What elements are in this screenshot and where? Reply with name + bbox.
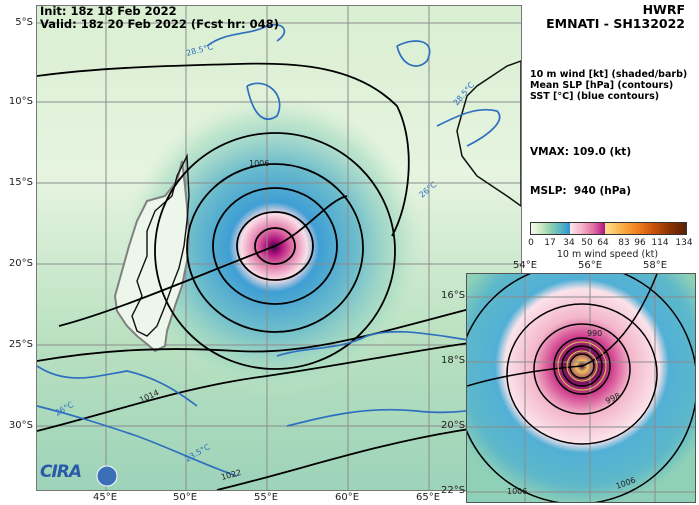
lon-label: 55°E — [253, 492, 279, 503]
colorbar-tick: 83 — [618, 238, 630, 248]
colorbar-tick: 64 — [597, 238, 609, 248]
lon-label: 60°E — [334, 492, 360, 503]
colorbar-tick: 0 — [528, 238, 534, 248]
valid-time: Valid: 18z 20 Feb 2022 (Fcst hr: 048) — [40, 17, 279, 31]
lat-label: 20°S — [8, 258, 33, 269]
inset-lon-label: 56°E — [578, 260, 603, 271]
wind-colorbar — [530, 222, 687, 235]
forecast-info: Init: 18z 18 Feb 2022 Valid: 18z 20 Feb … — [40, 5, 279, 31]
cira-logo: CIRA — [40, 462, 82, 482]
colorbar-tick: 50 — [581, 238, 593, 248]
init-time: Init: 18z 18 Feb 2022 — [40, 4, 177, 18]
inset-map-graphic: 990 998 1006 1006 — [467, 274, 695, 502]
lat-label: 15°S — [8, 177, 33, 188]
legend-slp: Mean SLP [hPa] (contours) — [530, 80, 674, 91]
field-legend: 10 m wind [kt] (shaded/barb) Mean SLP [h… — [530, 69, 687, 102]
colorbar-tick: 134 — [675, 238, 693, 248]
slp-contours — [37, 62, 521, 490]
lat-label: 30°S — [8, 420, 33, 431]
main-map: 1006 1014 1022 28.5°C 28.5°C 26°C 26°C 2… — [36, 5, 522, 491]
lat-label: 10°S — [8, 96, 33, 107]
inset-map: 990 998 1006 1006 — [466, 273, 696, 503]
inset-lat-label: 18°S — [441, 355, 466, 366]
cira-globe-icon — [96, 465, 118, 487]
vmax-value: VMAX: 109.0 (kt) — [530, 146, 632, 158]
colorbar-label: 10 m wind speed (kt) — [556, 249, 659, 260]
main-map-graphic: 1006 1014 1022 28.5°C 28.5°C 26°C 26°C 2… — [37, 6, 521, 490]
lon-label: 45°E — [92, 492, 118, 503]
inset-lat-label: 20°S — [441, 420, 466, 431]
legend-wind: 10 m wind [kt] (shaded/barb) — [530, 69, 688, 80]
colorbar-tick: 114 — [651, 238, 669, 248]
model-name: HWRF — [642, 2, 685, 17]
model-header: HWRF EMNATI - SH132022 — [546, 3, 685, 31]
mslp-value: MSLP: 940 (hPa) — [530, 185, 632, 197]
storm-stats: VMAX: 109.0 (kt) MSLP: 940 (hPa) — [530, 120, 631, 211]
inset-lon-label: 58°E — [643, 260, 668, 271]
lon-label: 65°E — [415, 492, 441, 503]
colorbar-tick: 34 — [563, 238, 575, 248]
legend-sst: SST [°C] (blue contours) — [530, 91, 660, 102]
inset-slp-label: 990 — [587, 329, 602, 338]
lat-label: 25°S — [8, 339, 33, 350]
inset-lat-label: 22°S — [441, 485, 466, 496]
colorbar-tick: 17 — [544, 238, 556, 248]
lon-label: 50°E — [172, 492, 198, 503]
madagascar-coast — [113, 160, 191, 353]
inset-lon-label: 54°E — [513, 260, 538, 271]
lat-label: 5°S — [15, 17, 33, 28]
inset-lat-label: 16°S — [441, 290, 466, 301]
grid-lines — [37, 6, 521, 490]
inset-slp-label: 1006 — [507, 487, 527, 496]
colorbar-tick: 96 — [634, 238, 646, 248]
storm-name: EMNATI - SH132022 — [546, 16, 685, 31]
slp-label: 1006 — [249, 159, 269, 168]
